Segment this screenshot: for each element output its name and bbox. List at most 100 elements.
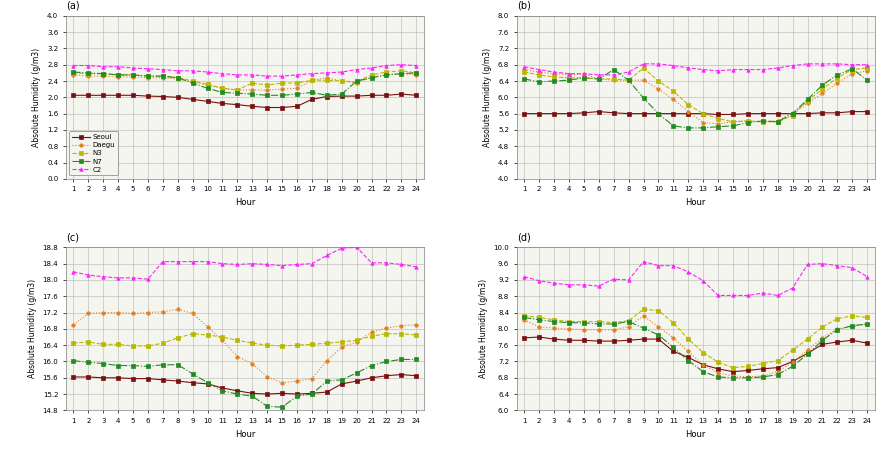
C2 xyxy=(351,244,362,250)
Seoul xyxy=(351,378,362,384)
N7 xyxy=(366,363,377,368)
Seoul xyxy=(861,341,872,346)
C2 xyxy=(396,262,407,267)
Seoul xyxy=(291,104,302,109)
C2 xyxy=(127,65,138,71)
Line: Daegu: Daegu xyxy=(72,72,418,92)
Daegu xyxy=(262,87,272,93)
C2 xyxy=(593,283,603,289)
C2 xyxy=(247,72,257,78)
N3 xyxy=(217,86,227,91)
Seoul xyxy=(142,376,153,381)
N7 xyxy=(127,363,138,368)
N3 xyxy=(202,82,212,87)
Daegu xyxy=(68,322,78,327)
Daegu xyxy=(548,325,558,331)
N3 xyxy=(548,317,558,322)
Seoul xyxy=(682,111,693,116)
Daegu xyxy=(518,67,529,72)
C2 xyxy=(608,72,618,78)
Line: C2: C2 xyxy=(522,260,867,297)
Seoul xyxy=(157,377,168,382)
Y-axis label: Absolute Humidity (g/m3): Absolute Humidity (g/m3) xyxy=(28,279,37,378)
C2 xyxy=(548,281,558,286)
C2 xyxy=(202,69,212,75)
N7 xyxy=(548,319,558,324)
N7 xyxy=(563,78,573,83)
Daegu xyxy=(742,118,752,124)
N3 xyxy=(831,75,842,80)
Line: C2: C2 xyxy=(522,62,867,77)
Daegu xyxy=(861,68,872,74)
N3 xyxy=(637,65,648,71)
Seoul xyxy=(306,391,317,396)
Seoul xyxy=(217,385,227,391)
N7 xyxy=(277,92,287,98)
C2 xyxy=(321,70,332,76)
N7 xyxy=(217,388,227,394)
Seoul xyxy=(232,388,242,394)
Daegu xyxy=(831,326,842,331)
Text: (c): (c) xyxy=(66,232,79,243)
Daegu xyxy=(637,313,648,318)
Daegu xyxy=(772,369,782,374)
N7 xyxy=(366,75,377,80)
C2 xyxy=(652,263,663,268)
Seoul xyxy=(608,338,618,344)
N3 xyxy=(381,331,392,336)
N7 xyxy=(142,74,153,79)
Seoul xyxy=(846,338,857,343)
C2 xyxy=(712,293,723,298)
N3 xyxy=(518,313,529,318)
Daegu xyxy=(83,311,93,316)
C2 xyxy=(533,67,543,72)
C2 xyxy=(277,74,287,79)
C2 xyxy=(682,65,693,71)
Seoul xyxy=(172,95,183,100)
C2 xyxy=(366,260,377,266)
N3 xyxy=(112,342,123,347)
Seoul xyxy=(187,97,198,102)
N7 xyxy=(697,369,708,374)
N7 xyxy=(187,371,198,377)
Seoul xyxy=(787,359,797,364)
N7 xyxy=(608,321,618,327)
Seoul xyxy=(351,93,362,99)
N7 xyxy=(83,70,93,76)
C2 xyxy=(112,64,123,69)
N3 xyxy=(187,78,198,84)
C2 xyxy=(578,282,588,288)
N7 xyxy=(247,92,257,97)
Seoul xyxy=(366,375,377,381)
Seoul xyxy=(682,354,693,360)
N3 xyxy=(682,336,693,342)
N7 xyxy=(637,96,648,101)
N7 xyxy=(593,321,603,327)
C2 xyxy=(802,61,812,67)
Seoul xyxy=(667,111,678,116)
N7 xyxy=(563,320,573,326)
C2 xyxy=(127,275,138,281)
Seoul xyxy=(787,111,797,116)
N3 xyxy=(217,334,227,340)
Daegu xyxy=(157,309,168,314)
C2 xyxy=(83,63,93,68)
Daegu xyxy=(127,74,138,80)
N3 xyxy=(772,358,782,364)
N3 xyxy=(533,72,543,78)
N7 xyxy=(381,72,392,78)
C2 xyxy=(202,259,212,264)
C2 xyxy=(396,62,407,67)
N7 xyxy=(652,332,663,338)
N7 xyxy=(831,327,842,332)
Seoul xyxy=(112,92,123,98)
Seoul xyxy=(291,391,302,397)
C2 xyxy=(697,278,708,284)
N7 xyxy=(112,72,123,78)
Daegu xyxy=(127,311,138,316)
Daegu xyxy=(232,354,242,359)
N3 xyxy=(127,72,138,78)
Seoul xyxy=(187,380,198,386)
Seoul xyxy=(381,92,392,98)
N7 xyxy=(112,363,123,368)
